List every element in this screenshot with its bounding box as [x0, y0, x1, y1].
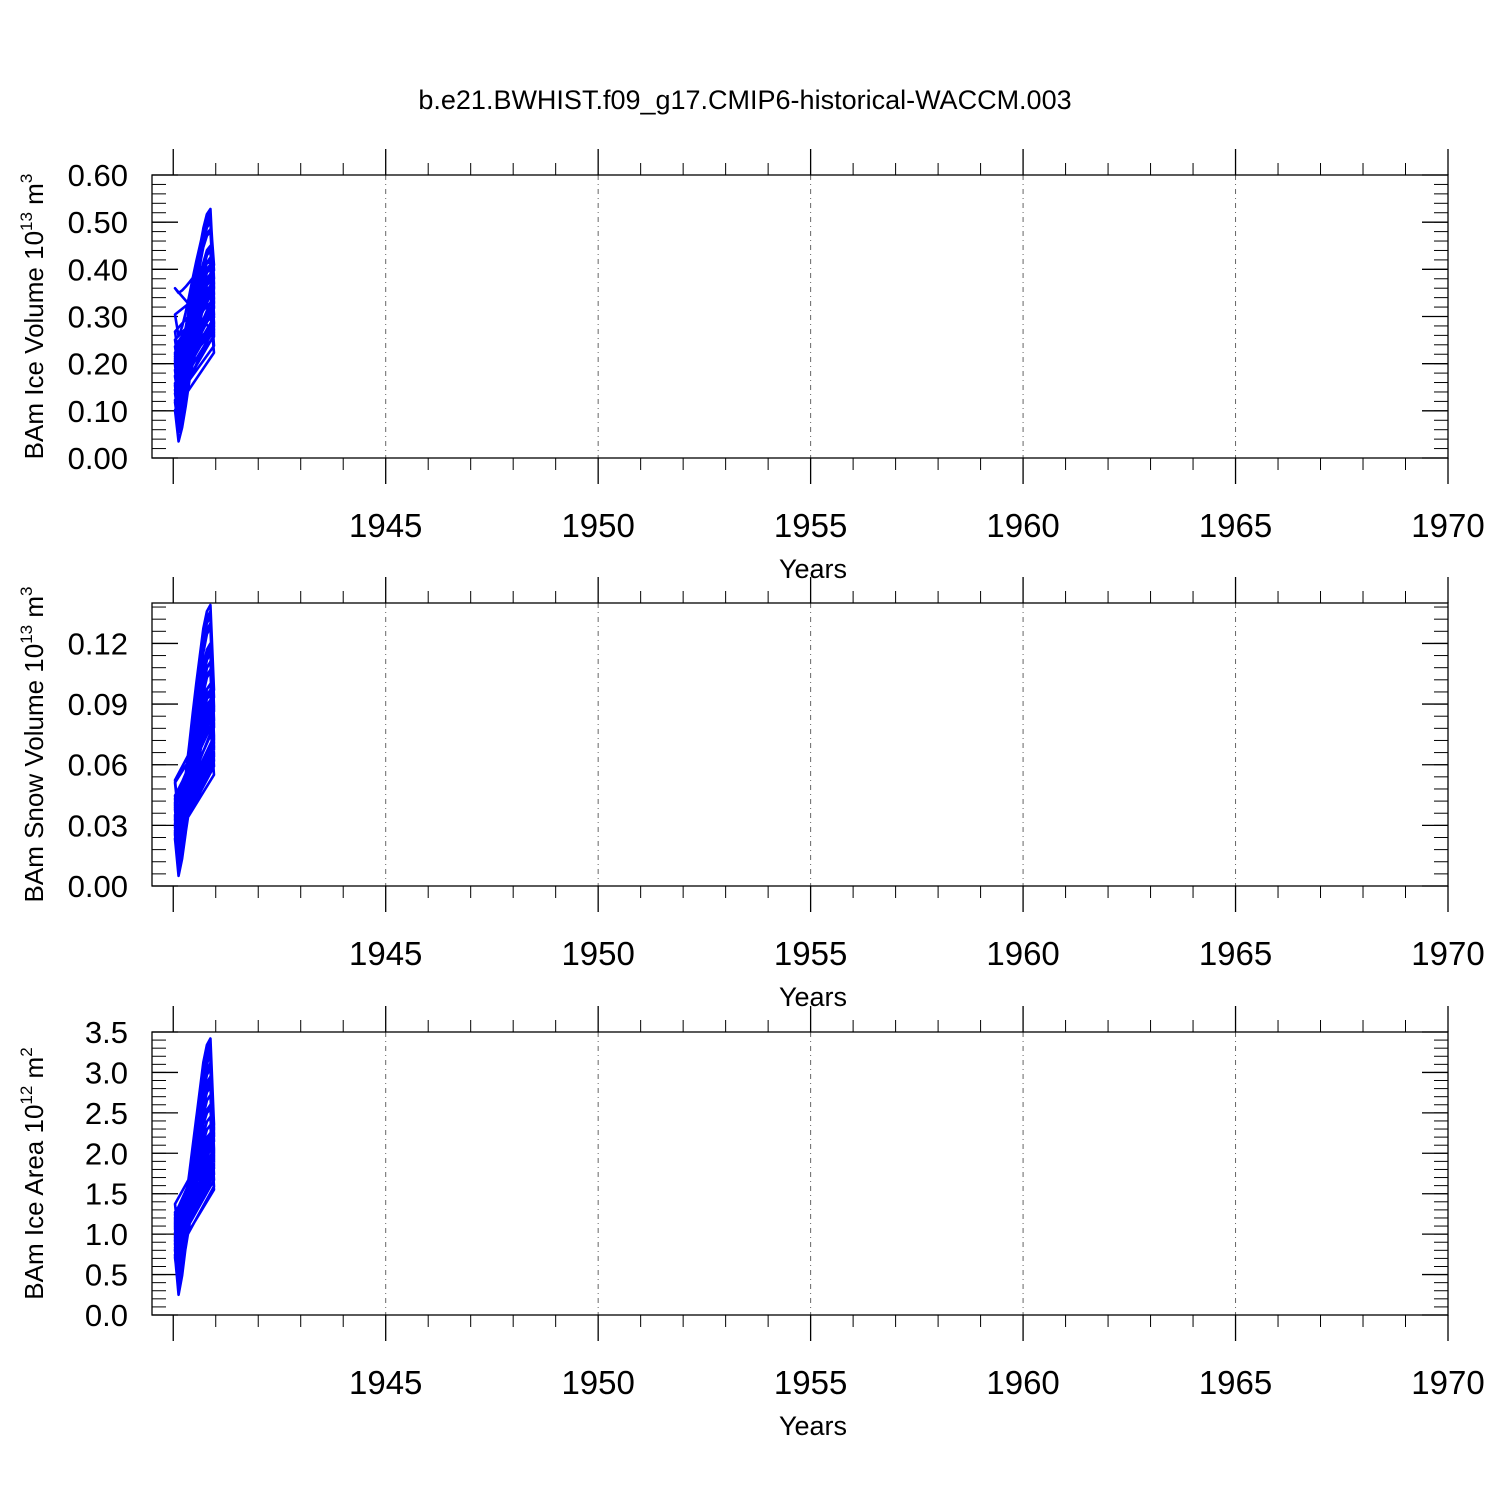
x-tick-label: 1950 — [561, 507, 634, 544]
x-tick-label: 1955 — [774, 935, 847, 972]
x-tick-label: 1945 — [349, 935, 422, 972]
x-tick-label: 1970 — [1411, 507, 1484, 544]
y-axis-label: BAm Snow Volume 1013 m3 — [17, 587, 49, 903]
y-tick-label: 0.10 — [68, 394, 128, 429]
plot-frame — [151, 602, 1449, 887]
series-line — [173, 1037, 216, 1297]
x-tick-label: 1965 — [1199, 507, 1272, 544]
plot-frame — [151, 1031, 1449, 1316]
panels: 0.00 0.10 0.20 0.30 0.40 0.50 0.60 1945 1950 1955… — [17, 149, 1485, 1441]
x-tick-label: 1960 — [986, 1364, 1059, 1401]
x-tick-label: 1965 — [1199, 935, 1272, 972]
x-tick-label: 1945 — [349, 507, 422, 544]
x-tick-label: 1945 — [349, 1364, 422, 1401]
y-tick-label: 2.0 — [85, 1136, 128, 1171]
panel-1: 0.00 0.10 0.20 0.30 0.40 0.50 0.60 1945 1950 1955… — [17, 149, 1485, 584]
y-tick-label: 0.09 — [68, 687, 128, 722]
x-axis-label: Years — [779, 554, 847, 584]
x-axis-label: Years — [779, 982, 847, 1012]
y-tick-label: 0.20 — [68, 347, 128, 382]
x-tick-label: 1960 — [986, 935, 1059, 972]
series-line — [173, 207, 216, 443]
y-tick-label: 0.06 — [68, 748, 128, 783]
y-tick-label: 0.0 — [85, 1298, 128, 1333]
y-tick-label: 0.00 — [68, 869, 128, 904]
y-tick-label: 0.12 — [68, 626, 128, 661]
plot-frame — [151, 174, 1449, 459]
panel-2: 0.00 0.03 0.06 0.09 0.12 1945 1950 1955 1960 1965… — [17, 577, 1485, 1012]
y-tick-label: 0.30 — [68, 300, 128, 335]
y-tick-label: 2.5 — [85, 1096, 128, 1131]
x-tick-label: 1960 — [986, 507, 1059, 544]
y-tick-label: 0.5 — [85, 1258, 128, 1293]
y-tick-label: 0.60 — [68, 158, 128, 193]
y-tick-label: 0.00 — [68, 441, 128, 476]
x-tick-label: 1950 — [561, 935, 634, 972]
x-tick-label: 1955 — [774, 507, 847, 544]
figure-title: b.e21.BWHIST.f09_g17.CMIP6-historical-WA… — [418, 85, 1071, 115]
y-axis-label: BAm Ice Volume 1013 m3 — [17, 174, 49, 460]
series-line — [173, 603, 216, 878]
x-tick-label: 1970 — [1411, 1364, 1484, 1401]
x-tick-label: 1950 — [561, 1364, 634, 1401]
x-tick-label: 1955 — [774, 1364, 847, 1401]
y-tick-label: 1.5 — [85, 1177, 128, 1212]
x-tick-label: 1970 — [1411, 935, 1484, 972]
x-tick-label: 1965 — [1199, 1364, 1272, 1401]
y-tick-label: 3.5 — [85, 1015, 128, 1050]
panel-3: 0.0 0.5 1.0 1.5 2.0 2.5 3.0 3.5 1945 1950 1955 1960… — [17, 1006, 1485, 1441]
y-tick-label: 0.50 — [68, 205, 128, 240]
x-axis-label: Years — [779, 1411, 847, 1441]
y-tick-label: 0.03 — [68, 808, 128, 843]
y-tick-label: 0.40 — [68, 252, 128, 287]
y-tick-label: 1.0 — [85, 1217, 128, 1252]
y-tick-label: 3.0 — [85, 1055, 128, 1090]
y-axis-label: BAm Ice Area 1012 m2 — [17, 1047, 49, 1299]
